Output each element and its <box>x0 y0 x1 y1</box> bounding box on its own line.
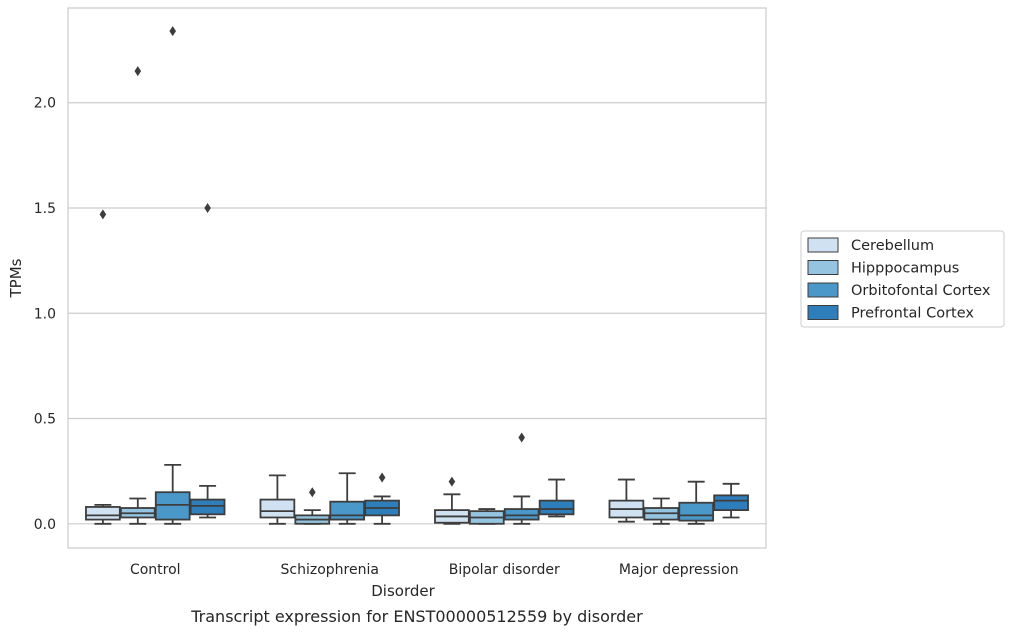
outlier-point <box>134 66 142 77</box>
box-body <box>259 498 296 519</box>
y-tick-label: 2.0 <box>34 96 56 112</box>
chart-caption: Transcript expression for ENST0000051255… <box>190 607 643 626</box>
box-body <box>503 508 540 521</box>
outlier-point <box>204 203 211 213</box>
box-body <box>678 501 715 522</box>
box-body <box>154 491 191 521</box>
box-body <box>713 494 749 512</box>
legend-frame <box>800 230 1005 328</box>
outlier-point <box>309 487 316 498</box>
x-tick-label: Major depression <box>619 562 739 578</box>
x-axis-label: Disorder <box>371 582 435 600</box>
box-1-1 <box>294 487 331 525</box>
outlier-point <box>518 432 525 443</box>
box-body <box>189 498 226 516</box>
legend-swatch <box>807 282 839 298</box>
y-tick-label: 1.5 <box>34 201 56 217</box>
outlier-point <box>169 26 176 37</box>
x-tick-label: Control <box>130 562 181 578</box>
box-1-2 <box>468 508 505 525</box>
y-axis-label: TPMs <box>7 258 25 298</box>
x-tick-label: Bipolar disorder <box>449 562 560 578</box>
y-ticks: 0.0 0.5 1.0 1.5 2.0 <box>34 96 56 533</box>
legend-label: Cerebellum <box>851 238 934 254</box>
box-0-1 <box>259 474 296 525</box>
box-body <box>329 500 366 521</box>
box-body <box>85 506 121 521</box>
box-0-0 <box>85 209 121 525</box>
box-3-2 <box>538 478 575 518</box>
outlier-point <box>99 209 107 220</box>
x-tick-label: Schizophrenia <box>281 562 379 578</box>
box-2-1 <box>329 472 366 525</box>
legend-swatch <box>807 305 839 320</box>
legend: Cerebellum Hipppocampus Orbitofontal Corte… <box>800 230 1005 328</box>
box-0-2 <box>434 476 470 525</box>
legend-label: Orbitofontal Cortex <box>851 283 991 299</box>
box-1-3 <box>643 497 680 525</box>
box-1-0 <box>119 66 156 525</box>
y-tick-label: 1.0 <box>34 306 56 322</box>
box-3-3 <box>713 482 749 519</box>
box-2-2 <box>503 432 540 525</box>
boxes <box>85 26 749 525</box>
x-ticks: Control Schizophrenia Bipolar disorder Majo… <box>130 562 739 578</box>
box-body <box>538 499 575 516</box>
legend-label: Hipppocampus <box>851 261 959 277</box>
legend-swatch <box>807 260 839 275</box>
outlier-point <box>448 476 456 487</box>
legend-label: Prefrontal Cortex <box>851 306 974 322</box>
outlier-point <box>378 472 386 483</box>
box-3-0 <box>189 203 226 519</box>
box-2-0 <box>154 26 191 525</box>
box-3-1 <box>364 472 400 525</box>
box-2-3 <box>678 480 715 525</box>
y-tick-label: 0.0 <box>34 517 56 533</box>
box-0-3 <box>608 478 645 523</box>
grid <box>68 102 766 525</box>
plot-frame <box>67 7 767 549</box>
y-tick-label: 0.5 <box>34 412 56 428</box>
legend-swatch <box>807 237 839 253</box>
